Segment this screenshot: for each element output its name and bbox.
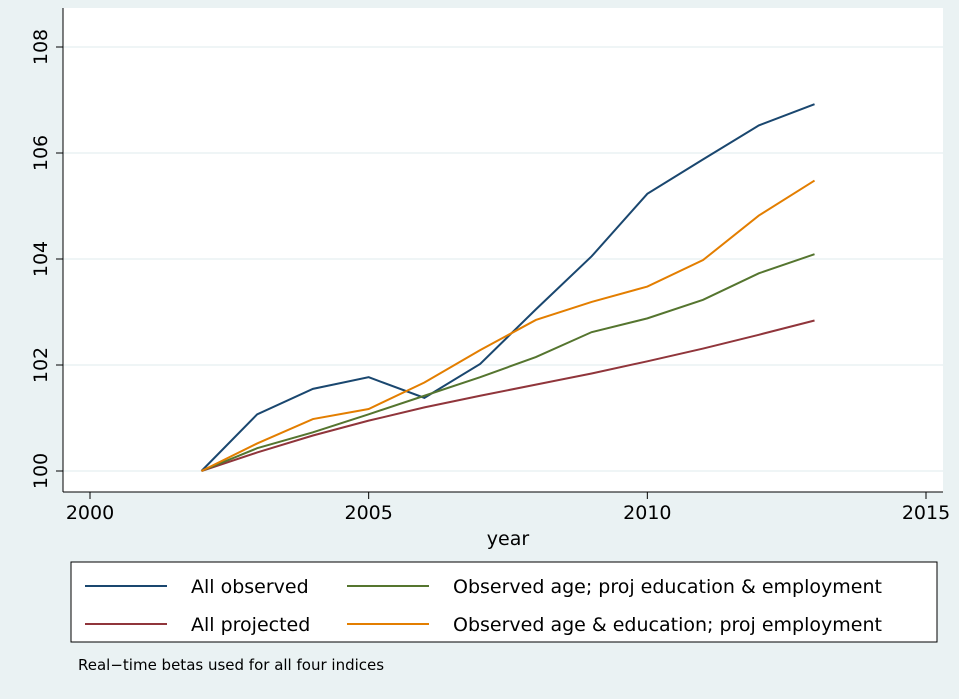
x-tick-label: 2010 [623,502,671,524]
series-line [201,319,815,472]
series-line [201,179,816,472]
legend-label: All observed [191,576,309,598]
x-axis-title: year [487,528,530,550]
y-tick-label: 106 [30,135,52,171]
y-tick-label: 108 [30,29,52,65]
y-tick-label: 104 [30,241,52,277]
plot-area [63,8,943,492]
legend-label: Observed age & education; proj employmen… [453,614,882,636]
y-tick-label: 102 [30,347,52,383]
x-tick-label: 2000 [66,502,114,524]
series-line [201,253,815,472]
note: Real−time betas used for all four indice… [78,656,384,674]
legend-label: All projected [191,614,310,636]
x-tick-label: 2015 [902,502,950,524]
legend-label: Observed age; proj education & employmen… [453,576,882,598]
y-tick-label: 100 [30,453,52,489]
series-line [200,103,815,472]
legend [70,561,938,643]
x-tick-label: 2005 [344,502,392,524]
